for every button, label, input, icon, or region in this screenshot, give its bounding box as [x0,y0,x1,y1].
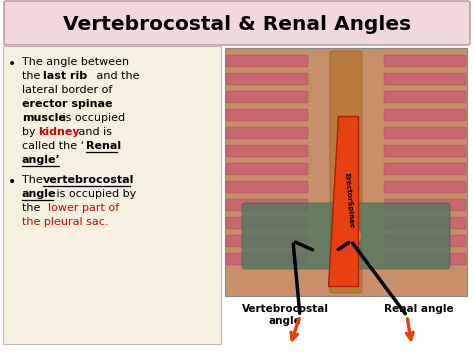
Text: vertebrocostal: vertebrocostal [43,175,135,185]
FancyBboxPatch shape [384,253,466,265]
FancyBboxPatch shape [384,199,466,211]
Text: •: • [8,57,16,71]
Polygon shape [328,116,358,286]
Text: and the: and the [93,71,139,81]
FancyBboxPatch shape [384,55,466,67]
FancyBboxPatch shape [384,163,466,175]
FancyBboxPatch shape [384,109,466,121]
FancyBboxPatch shape [226,235,308,247]
FancyBboxPatch shape [226,217,308,229]
FancyBboxPatch shape [384,127,466,139]
Text: lower part of: lower part of [48,203,119,213]
Ellipse shape [331,224,361,248]
FancyBboxPatch shape [226,91,308,103]
Text: Vertebrocostal & Renal Angles: Vertebrocostal & Renal Angles [63,15,411,33]
FancyBboxPatch shape [384,235,466,247]
Text: Renal angle: Renal angle [384,304,454,314]
FancyBboxPatch shape [384,73,466,85]
FancyBboxPatch shape [226,109,308,121]
Text: the pleural sac.: the pleural sac. [22,217,109,227]
Text: the: the [22,71,44,81]
FancyBboxPatch shape [384,217,466,229]
Text: angle’: angle’ [22,155,61,165]
Text: Renal: Renal [86,141,121,151]
FancyBboxPatch shape [226,253,308,265]
FancyBboxPatch shape [384,91,466,103]
FancyBboxPatch shape [226,199,308,211]
Text: and is: and is [75,127,112,137]
FancyBboxPatch shape [226,163,308,175]
Text: is occupied: is occupied [59,113,125,123]
Text: last rib: last rib [43,71,87,81]
FancyBboxPatch shape [226,73,308,85]
Text: angle: angle [22,189,56,199]
Text: Vertebrocostal
angle: Vertebrocostal angle [241,304,328,326]
FancyBboxPatch shape [226,145,308,157]
FancyBboxPatch shape [225,48,467,296]
FancyBboxPatch shape [384,145,466,157]
Text: called the ‘: called the ‘ [22,141,84,151]
Text: •: • [8,175,16,189]
Text: The angle between: The angle between [22,57,129,67]
FancyBboxPatch shape [226,55,308,67]
Text: the: the [22,203,47,213]
Text: lateral border of: lateral border of [22,85,112,95]
Text: erector spinae: erector spinae [22,99,112,109]
Text: is occupied by: is occupied by [53,189,136,199]
FancyBboxPatch shape [384,181,466,193]
Text: by: by [22,127,39,137]
FancyBboxPatch shape [226,127,308,139]
Text: The: The [22,175,46,185]
Text: kidney: kidney [38,127,80,137]
FancyBboxPatch shape [226,181,308,193]
FancyBboxPatch shape [330,51,362,293]
FancyBboxPatch shape [242,203,450,269]
FancyBboxPatch shape [3,46,221,344]
Text: muscle: muscle [22,113,66,123]
FancyBboxPatch shape [4,1,470,45]
Text: ErectorSpinae: ErectorSpinae [344,173,355,229]
